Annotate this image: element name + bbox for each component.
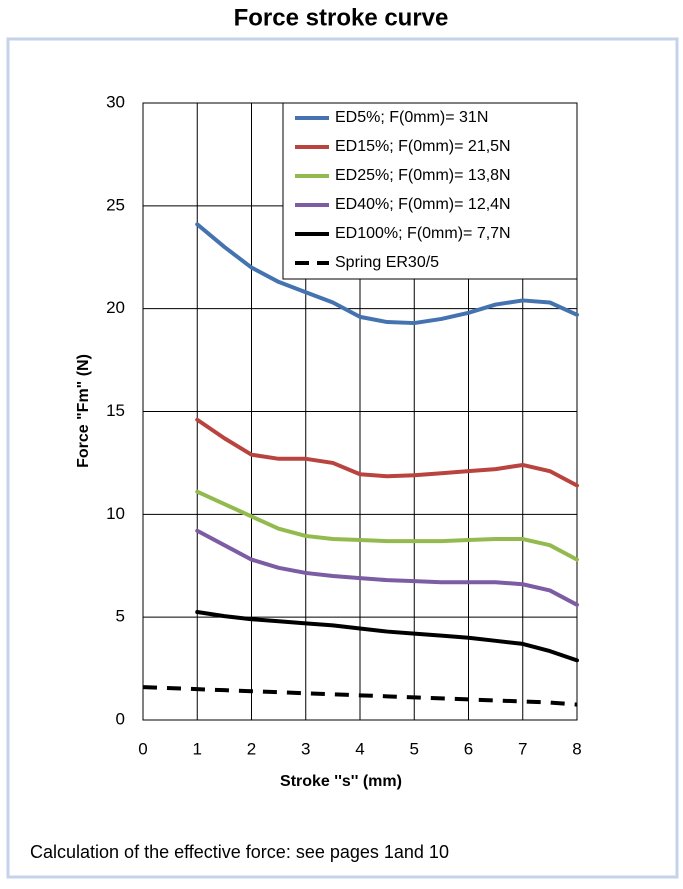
x-tick-label: 3 [301,739,310,758]
legend-label: ED40%; F(0mm)= 12,4N [335,196,511,213]
y-tick-label: 30 [106,92,125,111]
legend-label: ED25%; F(0mm)= 13,8N [335,167,511,184]
y-tick-label: 20 [106,298,125,317]
x-tick-label: 7 [518,739,527,758]
y-tick-label: 5 [116,607,125,626]
legend-label: ED100%; F(0mm)= 7,7N [335,225,511,242]
y-tick-label: 0 [116,709,125,728]
x-tick-label: 4 [355,739,364,758]
series-line [195,610,579,663]
x-tick-label: 8 [572,739,581,758]
y-tick-label: 15 [106,401,125,420]
x-axis-label: Stroke ''s'' (mm) [280,773,402,790]
chart-title: Force stroke curve [234,4,449,31]
legend-label: ED15%; F(0mm)= 21,5N [335,138,511,155]
x-tick-label: 0 [138,739,147,758]
series-line [195,417,579,488]
x-tick-label: 2 [247,739,256,758]
y-axis-label: Force "Fm" (N) [75,354,92,468]
series-line [195,489,579,562]
x-tick-label: 6 [464,739,473,758]
footnote: Calculation of the effective force: see … [30,842,449,862]
y-tick-label: 10 [106,504,125,523]
series-line [195,222,579,326]
y-tick-label: 25 [106,195,125,214]
legend-box [282,102,578,280]
series-line [195,528,579,607]
x-tick-label: 1 [193,739,202,758]
legend-label: ED5%; F(0mm)= 31N [335,109,488,126]
legend-label: Spring ER30/5 [335,254,439,271]
series-line [142,685,578,707]
x-tick-label: 5 [410,739,419,758]
